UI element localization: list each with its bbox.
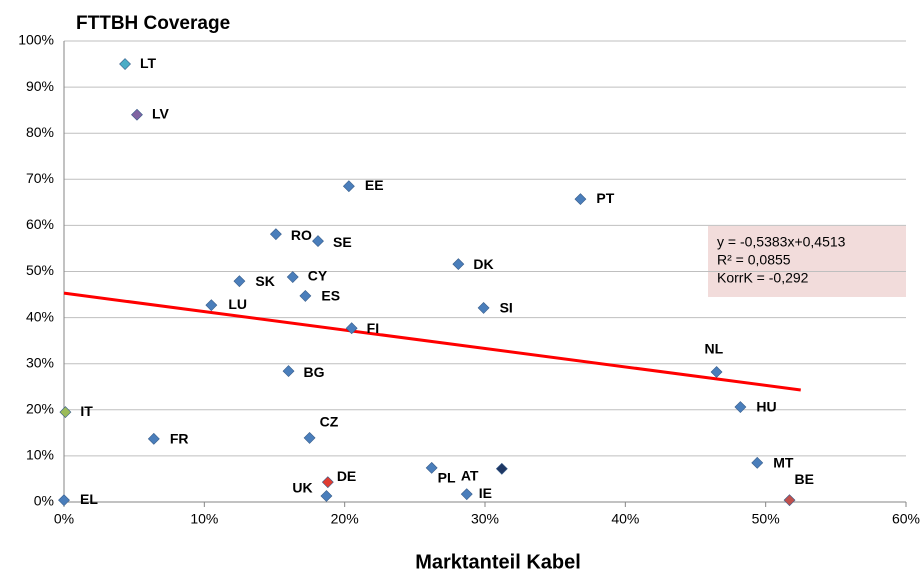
point-label: ES	[321, 288, 340, 304]
x-tick-label: 30%	[471, 511, 499, 527]
x-axis-title: Marktanteil Kabel	[415, 551, 581, 572]
point-label: BG	[304, 364, 325, 380]
y-tick-label: 80%	[26, 124, 54, 140]
point-label: IT	[80, 403, 93, 419]
marker	[460, 488, 473, 501]
marker	[286, 271, 299, 283]
marker	[205, 299, 218, 312]
marker	[452, 258, 465, 271]
point-label: FI	[367, 320, 379, 336]
annotation-text: y = -0,5383x+0,4513	[717, 234, 846, 250]
x-tick-label: 50%	[752, 511, 780, 527]
point-label: PT	[596, 190, 614, 206]
point-label: SI	[500, 300, 513, 316]
marker	[233, 275, 246, 288]
y-tick-label: 50%	[26, 262, 54, 278]
point-label: NL	[705, 341, 724, 357]
y-tick-label: 0%	[34, 493, 54, 509]
marker	[299, 290, 312, 302]
point-label: UK	[292, 480, 312, 496]
point-label: CZ	[320, 414, 339, 430]
y-tick-label: 100%	[18, 32, 54, 48]
point-label: SE	[333, 234, 352, 250]
marker	[783, 494, 796, 507]
y-tick-label: 10%	[26, 447, 54, 463]
point-label: MT	[773, 455, 794, 471]
marker	[425, 461, 438, 474]
annotation-text: KorrK = -0,292	[717, 270, 809, 286]
point-label: DK	[473, 256, 493, 272]
trendline	[63, 291, 801, 392]
chart-title: FTTBH Coverage	[76, 13, 230, 34]
point-label: CY	[308, 268, 328, 284]
point-label: RO	[291, 227, 312, 243]
point-label: SK	[255, 273, 274, 289]
marker	[269, 228, 282, 241]
point-label: AT	[461, 468, 479, 484]
marker	[59, 406, 72, 419]
point-label: DE	[337, 468, 356, 484]
point-label: BE	[795, 471, 814, 487]
y-tick-label: 60%	[26, 216, 54, 232]
point-label: EL	[80, 491, 98, 507]
marker	[321, 476, 334, 489]
marker	[734, 401, 747, 413]
marker	[320, 490, 333, 502]
y-tick-label: 90%	[26, 78, 54, 94]
x-tick-label: 40%	[611, 511, 639, 527]
marker	[574, 193, 587, 206]
marker	[477, 301, 490, 314]
x-tick-label: 10%	[190, 511, 218, 527]
annotation-box	[708, 226, 906, 297]
x-tick-label: 60%	[892, 511, 920, 527]
marker	[58, 494, 70, 507]
x-tick-label: 0%	[54, 511, 74, 527]
marker	[303, 431, 316, 444]
marker	[282, 365, 295, 378]
y-tick-label: 70%	[26, 170, 54, 186]
point-label: EE	[365, 177, 384, 193]
point-label: LU	[228, 296, 247, 312]
marker	[751, 456, 764, 469]
marker	[342, 180, 355, 193]
marker	[710, 366, 723, 378]
y-tick-label: 30%	[26, 354, 54, 370]
point-label: LV	[152, 105, 170, 121]
y-tick-label: 20%	[26, 401, 54, 417]
marker	[345, 322, 358, 335]
point-label: LT	[140, 55, 157, 71]
point-label: FR	[170, 431, 189, 447]
point-label: HU	[756, 399, 776, 415]
marker	[312, 235, 324, 247]
annotation-text: R² = 0,0855	[717, 252, 791, 268]
y-tick-label: 40%	[26, 308, 54, 324]
marker	[495, 462, 508, 475]
marker	[119, 58, 131, 70]
marker	[131, 108, 143, 121]
marker	[147, 432, 160, 445]
point-label: PL	[438, 470, 456, 486]
x-tick-label: 20%	[331, 511, 359, 527]
point-label: IE	[479, 485, 492, 501]
